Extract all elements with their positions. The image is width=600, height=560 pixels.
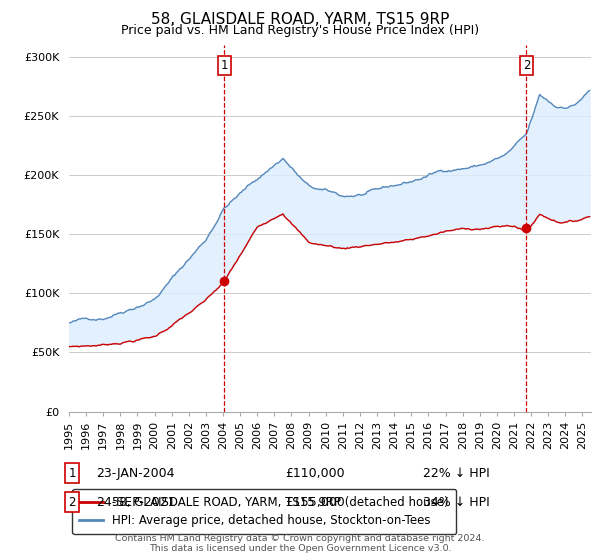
Text: 1: 1 (220, 59, 228, 72)
Text: £155,000: £155,000 (285, 496, 345, 509)
Text: Contains HM Land Registry data © Crown copyright and database right 2024.
This d: Contains HM Land Registry data © Crown c… (115, 534, 485, 553)
Text: 34% ↓ HPI: 34% ↓ HPI (423, 496, 490, 509)
Text: Price paid vs. HM Land Registry's House Price Index (HPI): Price paid vs. HM Land Registry's House … (121, 24, 479, 36)
Text: 24-SEP-2021: 24-SEP-2021 (96, 496, 176, 509)
Text: 1: 1 (68, 466, 76, 480)
Text: 22% ↓ HPI: 22% ↓ HPI (423, 466, 490, 480)
Legend: 58, GLAISDALE ROAD, YARM, TS15 9RP (detached house), HPI: Average price, detache: 58, GLAISDALE ROAD, YARM, TS15 9RP (deta… (72, 489, 456, 534)
Text: £110,000: £110,000 (285, 466, 344, 480)
Text: 58, GLAISDALE ROAD, YARM, TS15 9RP: 58, GLAISDALE ROAD, YARM, TS15 9RP (151, 12, 449, 27)
Text: 23-JAN-2004: 23-JAN-2004 (96, 466, 175, 480)
Text: 2: 2 (523, 59, 530, 72)
Text: 2: 2 (68, 496, 76, 509)
